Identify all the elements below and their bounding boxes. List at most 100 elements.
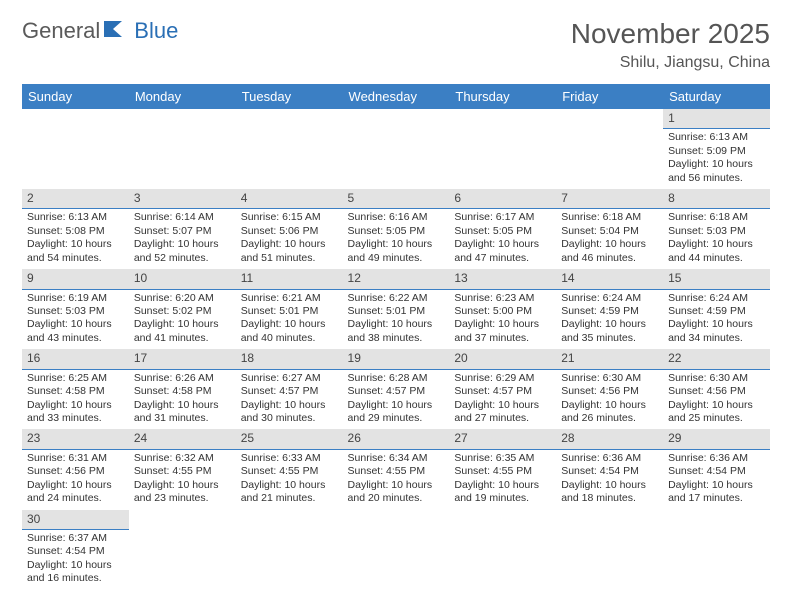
daylight-line: Daylight: 10 hours and 31 minutes. (134, 399, 231, 426)
daylight-line: Daylight: 10 hours and 19 minutes. (454, 479, 551, 506)
day-number: 9 (22, 269, 129, 289)
day-number: 28 (556, 429, 663, 449)
sunrise-line: Sunrise: 6:15 AM (241, 211, 338, 224)
calendar-cell: 25Sunrise: 6:33 AMSunset: 4:55 PMDayligh… (236, 429, 343, 509)
day-number: 21 (556, 349, 663, 369)
sunset-line: Sunset: 4:55 PM (241, 465, 338, 478)
day-number: 26 (343, 429, 450, 449)
day-number: 14 (556, 269, 663, 289)
calendar-cell: 9Sunrise: 6:19 AMSunset: 5:03 PMDaylight… (22, 269, 129, 349)
calendar-row: 23Sunrise: 6:31 AMSunset: 4:56 PMDayligh… (22, 429, 770, 509)
calendar-cell: 11Sunrise: 6:21 AMSunset: 5:01 PMDayligh… (236, 269, 343, 349)
header: General Blue November 2025 Shilu, Jiangs… (22, 18, 770, 72)
sunrise-line: Sunrise: 6:13 AM (668, 131, 765, 144)
sunrise-line: Sunrise: 6:36 AM (561, 452, 658, 465)
sunset-line: Sunset: 5:01 PM (348, 305, 445, 318)
day-body: Sunrise: 6:18 AMSunset: 5:04 PMDaylight:… (556, 209, 663, 269)
day-number: 6 (449, 189, 556, 209)
day-body: Sunrise: 6:16 AMSunset: 5:05 PMDaylight:… (343, 209, 450, 269)
day-body: Sunrise: 6:36 AMSunset: 4:54 PMDaylight:… (663, 450, 770, 510)
daylight-line: Daylight: 10 hours and 21 minutes. (241, 479, 338, 506)
calendar-cell: 29Sunrise: 6:36 AMSunset: 4:54 PMDayligh… (663, 429, 770, 509)
calendar-cell: 10Sunrise: 6:20 AMSunset: 5:02 PMDayligh… (129, 269, 236, 349)
day-number: 20 (449, 349, 556, 369)
daylight-line: Daylight: 10 hours and 54 minutes. (27, 238, 124, 265)
calendar-cell: 15Sunrise: 6:24 AMSunset: 4:59 PMDayligh… (663, 269, 770, 349)
day-number: 18 (236, 349, 343, 369)
sunrise-line: Sunrise: 6:35 AM (454, 452, 551, 465)
day-body: Sunrise: 6:23 AMSunset: 5:00 PMDaylight:… (449, 290, 556, 350)
day-header: Saturday (663, 84, 770, 109)
sunset-line: Sunset: 4:58 PM (27, 385, 124, 398)
sunrise-line: Sunrise: 6:36 AM (668, 452, 765, 465)
day-body: Sunrise: 6:13 AMSunset: 5:09 PMDaylight:… (663, 129, 770, 189)
daylight-line: Daylight: 10 hours and 51 minutes. (241, 238, 338, 265)
title-block: November 2025 Shilu, Jiangsu, China (571, 18, 770, 72)
day-body: Sunrise: 6:13 AMSunset: 5:08 PMDaylight:… (22, 209, 129, 269)
calendar-cell (449, 510, 556, 590)
daylight-line: Daylight: 10 hours and 27 minutes. (454, 399, 551, 426)
day-number: 12 (343, 269, 450, 289)
day-number: 10 (129, 269, 236, 289)
calendar-cell: 7Sunrise: 6:18 AMSunset: 5:04 PMDaylight… (556, 189, 663, 269)
calendar-table: SundayMondayTuesdayWednesdayThursdayFrid… (22, 84, 770, 590)
day-body: Sunrise: 6:27 AMSunset: 4:57 PMDaylight:… (236, 370, 343, 430)
sunrise-line: Sunrise: 6:30 AM (668, 372, 765, 385)
day-number: 19 (343, 349, 450, 369)
calendar-cell: 23Sunrise: 6:31 AMSunset: 4:56 PMDayligh… (22, 429, 129, 509)
daylight-line: Daylight: 10 hours and 40 minutes. (241, 318, 338, 345)
sunset-line: Sunset: 5:05 PM (454, 225, 551, 238)
daylight-line: Daylight: 10 hours and 43 minutes. (27, 318, 124, 345)
sunset-line: Sunset: 4:58 PM (134, 385, 231, 398)
day-body: Sunrise: 6:17 AMSunset: 5:05 PMDaylight:… (449, 209, 556, 269)
daylight-line: Daylight: 10 hours and 20 minutes. (348, 479, 445, 506)
sunrise-line: Sunrise: 6:37 AM (27, 532, 124, 545)
day-number: 27 (449, 429, 556, 449)
day-body: Sunrise: 6:29 AMSunset: 4:57 PMDaylight:… (449, 370, 556, 430)
calendar-head: SundayMondayTuesdayWednesdayThursdayFrid… (22, 84, 770, 109)
sunset-line: Sunset: 4:57 PM (348, 385, 445, 398)
day-body: Sunrise: 6:33 AMSunset: 4:55 PMDaylight:… (236, 450, 343, 510)
day-body: Sunrise: 6:37 AMSunset: 4:54 PMDaylight:… (22, 530, 129, 590)
day-number: 7 (556, 189, 663, 209)
sunrise-line: Sunrise: 6:13 AM (27, 211, 124, 224)
day-body: Sunrise: 6:20 AMSunset: 5:02 PMDaylight:… (129, 290, 236, 350)
day-number: 17 (129, 349, 236, 369)
day-number: 11 (236, 269, 343, 289)
day-number: 30 (22, 510, 129, 530)
calendar-cell: 8Sunrise: 6:18 AMSunset: 5:03 PMDaylight… (663, 189, 770, 269)
sunset-line: Sunset: 5:00 PM (454, 305, 551, 318)
calendar-cell (343, 510, 450, 590)
calendar-cell: 6Sunrise: 6:17 AMSunset: 5:05 PMDaylight… (449, 189, 556, 269)
sunrise-line: Sunrise: 6:19 AM (27, 292, 124, 305)
sunrise-line: Sunrise: 6:14 AM (134, 211, 231, 224)
daylight-line: Daylight: 10 hours and 56 minutes. (668, 158, 765, 185)
daylight-line: Daylight: 10 hours and 16 minutes. (27, 559, 124, 586)
sunset-line: Sunset: 4:54 PM (561, 465, 658, 478)
page-title: November 2025 (571, 18, 770, 50)
sunrise-line: Sunrise: 6:20 AM (134, 292, 231, 305)
daylight-line: Daylight: 10 hours and 41 minutes. (134, 318, 231, 345)
day-number: 15 (663, 269, 770, 289)
calendar-cell (129, 510, 236, 590)
day-body: Sunrise: 6:26 AMSunset: 4:58 PMDaylight:… (129, 370, 236, 430)
calendar-cell: 21Sunrise: 6:30 AMSunset: 4:56 PMDayligh… (556, 349, 663, 429)
sunrise-line: Sunrise: 6:23 AM (454, 292, 551, 305)
sunrise-line: Sunrise: 6:24 AM (561, 292, 658, 305)
day-header: Monday (129, 84, 236, 109)
logo-text-blue: Blue (134, 18, 178, 44)
sunrise-line: Sunrise: 6:31 AM (27, 452, 124, 465)
calendar-cell (343, 109, 450, 189)
sunset-line: Sunset: 5:02 PM (134, 305, 231, 318)
day-body: Sunrise: 6:34 AMSunset: 4:55 PMDaylight:… (343, 450, 450, 510)
sunrise-line: Sunrise: 6:22 AM (348, 292, 445, 305)
logo: General Blue (22, 18, 178, 44)
calendar-cell (556, 510, 663, 590)
sunset-line: Sunset: 4:54 PM (668, 465, 765, 478)
day-number: 16 (22, 349, 129, 369)
sunset-line: Sunset: 5:06 PM (241, 225, 338, 238)
calendar-cell: 28Sunrise: 6:36 AMSunset: 4:54 PMDayligh… (556, 429, 663, 509)
sunset-line: Sunset: 4:55 PM (348, 465, 445, 478)
sunrise-line: Sunrise: 6:29 AM (454, 372, 551, 385)
daylight-line: Daylight: 10 hours and 30 minutes. (241, 399, 338, 426)
